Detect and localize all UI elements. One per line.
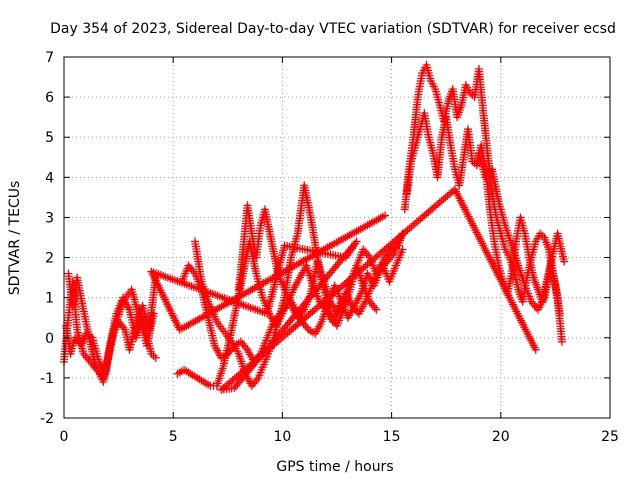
data-point: [351, 305, 360, 314]
y-tick-label: 4: [45, 170, 54, 186]
data-point: [252, 375, 261, 384]
data-point: [301, 321, 310, 330]
series-isolated: [147, 185, 540, 394]
data-point: [529, 299, 538, 308]
data-point: [373, 267, 382, 276]
data-point: [241, 343, 250, 352]
y-tick-label: 6: [45, 90, 54, 106]
chart-title: Day 354 of 2023, Sidereal Day-to-day VTE…: [50, 21, 616, 37]
data-point: [530, 301, 539, 310]
x-tick-label: 5: [169, 429, 178, 445]
data-point: [117, 321, 126, 330]
data-point: [369, 301, 378, 310]
data-point: [240, 341, 249, 350]
data-point: [70, 333, 79, 342]
data-point: [365, 297, 374, 306]
data-point: [555, 309, 564, 318]
data-point: [186, 263, 195, 272]
series-track-i: [402, 109, 564, 318]
data-points: [60, 61, 569, 394]
y-tick-label: -1: [40, 371, 54, 387]
data-point: [236, 337, 245, 346]
data-point: [82, 353, 91, 362]
data-point: [481, 173, 490, 182]
data-point: [238, 339, 247, 348]
x-tick-label: 10: [273, 429, 291, 445]
data-point: [184, 261, 193, 270]
data-point: [382, 251, 391, 260]
data-point: [527, 297, 536, 306]
series-track-c: [64, 269, 158, 386]
x-axis-label: GPS time / hours: [276, 459, 393, 475]
data-point: [302, 323, 311, 332]
data-point: [360, 247, 369, 256]
y-axis-label: SDTVAR / TECUs: [7, 181, 23, 296]
y-tick-label: 0: [45, 331, 54, 347]
data-point: [484, 169, 493, 178]
x-tick-label: 25: [601, 429, 619, 445]
grid: [64, 57, 610, 418]
data-point: [385, 247, 394, 256]
data-point: [349, 303, 358, 312]
y-tick-label: 3: [45, 210, 54, 226]
data-point: [247, 381, 256, 390]
data-point: [151, 353, 160, 362]
data-point: [251, 377, 260, 386]
data-point: [223, 349, 232, 358]
data-point: [81, 351, 90, 360]
data-point: [557, 337, 566, 346]
data-point: [370, 303, 379, 312]
data-point: [560, 257, 569, 266]
data-point: [227, 345, 236, 354]
y-axis: -2 -1 0 1 2 3 4 5 6 7: [40, 50, 610, 427]
y-tick-label: 1: [45, 291, 54, 307]
y-tick-label: 2: [45, 251, 54, 267]
data-point: [362, 249, 371, 258]
data-point: [79, 349, 88, 358]
data-point: [149, 309, 158, 318]
data-point: [119, 323, 128, 332]
y-tick-label: 7: [45, 50, 54, 66]
plot-frame: [63, 56, 611, 419]
data-point: [372, 269, 381, 278]
y-tick-label: 5: [45, 130, 54, 146]
data-point: [367, 299, 376, 308]
data-point: [187, 265, 196, 274]
x-tick-label: 15: [383, 429, 401, 445]
data-point: [381, 253, 390, 262]
data-point: [348, 301, 357, 310]
data-point: [359, 245, 368, 254]
data-point: [72, 335, 81, 344]
data-point: [225, 347, 234, 356]
data-point: [384, 249, 393, 258]
data-point: [231, 381, 240, 390]
x-axis: 0 5 10 15 20 25: [60, 57, 619, 445]
series-track-j: [474, 149, 569, 314]
data-point: [531, 345, 540, 354]
x-tick-label: 0: [60, 429, 69, 445]
data-point: [372, 305, 381, 314]
y-tick-label: -2: [40, 411, 54, 427]
data-point: [398, 245, 407, 254]
data-point: [375, 265, 384, 274]
data-point: [483, 171, 492, 180]
data-point: [74, 337, 83, 346]
data-point: [364, 251, 373, 260]
data-point: [249, 379, 258, 388]
x-tick-label: 20: [492, 429, 510, 445]
